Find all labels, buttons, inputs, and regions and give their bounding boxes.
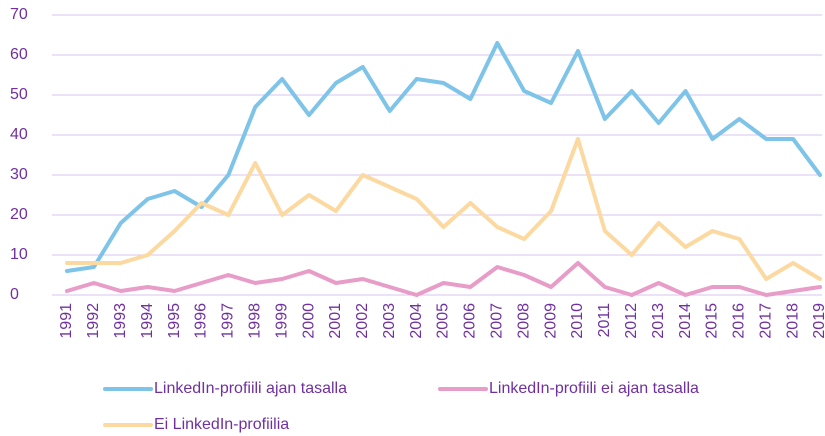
x-tick-label: 2012 xyxy=(623,303,640,339)
x-tick-label: 2007 xyxy=(489,303,506,339)
x-tick-label: 2001 xyxy=(327,303,344,339)
x-tick-label: 2004 xyxy=(408,303,425,339)
y-tick-label: 0 xyxy=(10,286,19,303)
x-tick-label: 2005 xyxy=(435,303,452,339)
x-tick-label: 2008 xyxy=(515,303,532,339)
x-tick-label: 1996 xyxy=(193,303,210,339)
y-tick-label: 40 xyxy=(10,126,28,143)
y-tick-label: 30 xyxy=(10,166,28,183)
x-tick-label: 2018 xyxy=(784,303,801,339)
y-tick-label: 60 xyxy=(10,46,28,63)
x-tick-label: 1995 xyxy=(166,303,183,339)
x-tick-label: 2014 xyxy=(677,303,694,339)
y-tick-label: 20 xyxy=(10,206,28,223)
x-tick-label: 1993 xyxy=(112,303,129,339)
x-tick-label: 2011 xyxy=(596,303,613,338)
x-tick-label: 2006 xyxy=(462,303,479,339)
x-tick-label: 2009 xyxy=(542,303,559,339)
series-line xyxy=(65,261,822,297)
x-tick-label: 2017 xyxy=(757,303,774,339)
x-tick-label: 2016 xyxy=(731,303,748,339)
x-tick-label: 2010 xyxy=(569,303,586,339)
y-tick-label: 50 xyxy=(10,86,28,103)
series-line xyxy=(65,137,822,281)
legend-label: Ei LinkedIn-profiilia xyxy=(154,416,289,433)
x-tick-label: 2003 xyxy=(381,303,398,339)
y-tick-label: 10 xyxy=(10,246,28,263)
x-tick-label: 2019 xyxy=(811,303,825,339)
series-line xyxy=(65,41,822,273)
x-tick-label: 1992 xyxy=(85,303,102,339)
x-tick-label: 2015 xyxy=(704,303,721,339)
x-tick-label: 1998 xyxy=(246,303,263,339)
x-tick-label: 2000 xyxy=(300,303,317,339)
x-tick-label: 1991 xyxy=(58,303,75,339)
x-tick-label: 2002 xyxy=(354,303,371,339)
x-tick-label: 1997 xyxy=(220,303,237,339)
y-tick-label: 70 xyxy=(10,6,28,23)
x-tick-label: 2013 xyxy=(650,303,667,339)
x-tick-label: 1994 xyxy=(139,303,156,339)
legend-label: LinkedIn-profiili ei ajan tasalla xyxy=(489,380,699,397)
legend-label: LinkedIn-profiili ajan tasalla xyxy=(154,380,347,397)
x-tick-label: 1999 xyxy=(273,303,290,339)
